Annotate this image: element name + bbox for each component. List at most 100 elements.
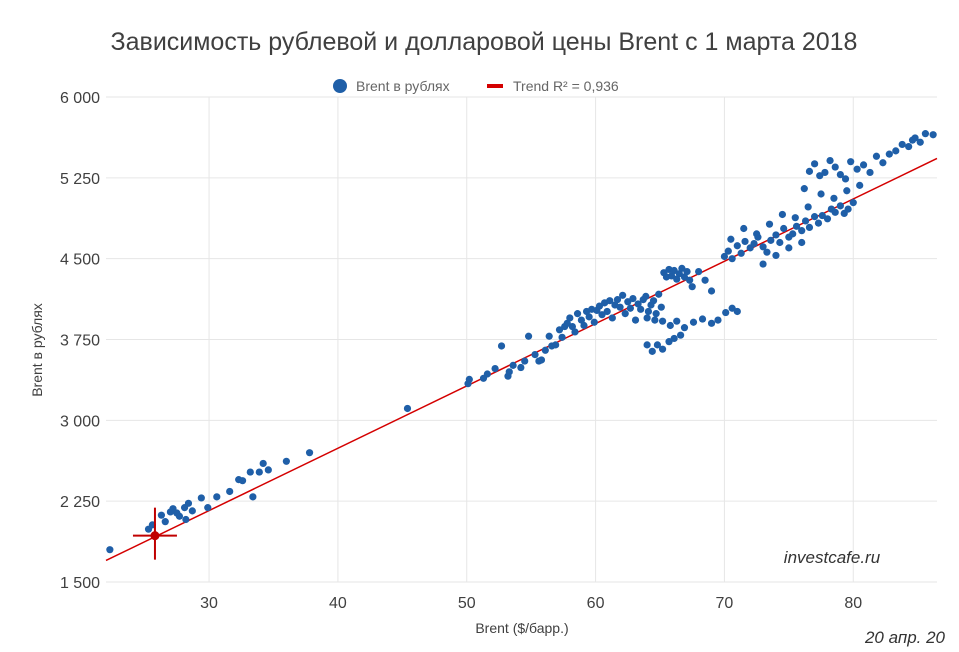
scatter-point: [637, 305, 645, 313]
scatter-point: [801, 217, 810, 225]
scatter-points: [106, 130, 937, 554]
scatter-point: [879, 159, 887, 167]
scatter-point: [898, 140, 906, 149]
scatter-point: [226, 487, 234, 496]
scatter-point: [305, 449, 314, 457]
scatter-point: [619, 291, 627, 299]
scatter-point: [644, 307, 653, 316]
scatter-point: [847, 158, 855, 166]
scatter-point: [701, 276, 709, 284]
y-axis-ticks: 1 500 2 250 3 000 3 750 4 500 5 250 6 000: [60, 90, 100, 592]
scatter-point: [598, 311, 606, 319]
scatter-point: [238, 477, 247, 485]
grid: [106, 96, 937, 583]
scatter-point: [505, 368, 513, 376]
scatter-point: [763, 248, 771, 256]
scatter-point: [805, 167, 814, 175]
scatter-point: [686, 276, 694, 284]
scatter-point: [629, 294, 637, 303]
x-tick-label: 50: [458, 595, 476, 612]
scatter-point: [175, 512, 184, 520]
scatter-point: [722, 308, 730, 317]
scatter-point: [521, 357, 529, 365]
x-tick-label: 40: [329, 595, 347, 612]
scatter-point: [608, 314, 616, 322]
scatter-point: [811, 213, 819, 221]
scatter-point: [491, 365, 499, 373]
scatter-point: [603, 307, 611, 316]
scatter-point: [872, 152, 881, 160]
scatter-point: [821, 168, 829, 177]
scatter-point: [558, 333, 566, 341]
scatter-point: [905, 142, 913, 151]
scatter-point: [259, 459, 267, 468]
scatter-point: [182, 515, 190, 524]
scatter-point: [823, 215, 832, 223]
scatter-point: [161, 518, 169, 526]
scatter-point: [595, 302, 604, 310]
scatter-point: [695, 268, 703, 276]
x-tick-label: 80: [844, 595, 862, 612]
scatter-point: [675, 270, 683, 278]
scatter-point: [624, 298, 632, 306]
scatter-point: [792, 222, 801, 230]
scatter-point: [680, 324, 689, 332]
scatter-point: [737, 249, 745, 257]
legend-marker-trend: [487, 84, 503, 88]
scatter-point: [733, 242, 741, 250]
scatter-point: [566, 314, 574, 322]
scatter-point: [655, 290, 663, 298]
scatter-point: [197, 494, 205, 502]
scatter-point: [552, 341, 560, 349]
scatter-point: [859, 161, 868, 169]
scatter-point: [157, 511, 165, 519]
scatter-point: [670, 266, 678, 275]
scatter-point: [653, 341, 662, 349]
scatter-point: [403, 404, 412, 413]
scatter-point: [885, 150, 893, 158]
scatter-point: [683, 268, 691, 276]
scatter-point: [778, 210, 786, 219]
scatter-point: [843, 187, 851, 195]
scatter-point: [670, 334, 678, 343]
scatter-point: [836, 202, 844, 210]
y-axis-label: Brent в рублях: [29, 303, 45, 397]
watermark: investcafe.ru: [784, 548, 881, 567]
scatter-point: [651, 316, 659, 324]
y-tick-label: 6 000: [60, 90, 100, 107]
legend-label-brent-rub: Brent в рублях: [356, 78, 450, 94]
legend[interactable]: Brent в рублях Trend R² = 0,936: [333, 78, 619, 94]
y-tick-label: 4 500: [60, 252, 100, 269]
scatter-point: [643, 341, 651, 349]
scatter-point: [831, 163, 839, 171]
scatter-point: [714, 316, 722, 324]
scatter-point: [798, 227, 806, 235]
scatter-point: [805, 223, 814, 232]
x-tick-label: 30: [200, 595, 218, 612]
scatter-point: [577, 316, 586, 324]
scatter-point: [106, 546, 114, 554]
scatter-point: [580, 321, 588, 330]
x-axis-label: Brent ($/барр.): [475, 620, 568, 636]
scatter-point: [740, 224, 748, 233]
scatter-point: [831, 208, 839, 216]
scatter-point: [724, 247, 732, 255]
scatter-point: [741, 237, 749, 246]
scatter-point: [720, 252, 729, 261]
scatter-point: [616, 303, 624, 311]
scatter-point: [798, 238, 806, 247]
y-tick-label: 3 750: [60, 333, 100, 350]
scatter-point: [658, 317, 667, 325]
legend-marker-brent-rub: [333, 79, 347, 93]
scatter-point: [921, 130, 930, 138]
scatter-point: [249, 493, 257, 501]
scatter-point: [772, 251, 780, 260]
scatter-point: [465, 375, 473, 383]
scatter-point: [818, 211, 826, 220]
scatter-point: [657, 303, 665, 311]
scatter-point: [814, 219, 823, 227]
scatter-point: [841, 175, 850, 183]
scatter-point: [509, 361, 517, 369]
scatter-point: [631, 316, 640, 324]
scatter-point: [545, 332, 553, 340]
